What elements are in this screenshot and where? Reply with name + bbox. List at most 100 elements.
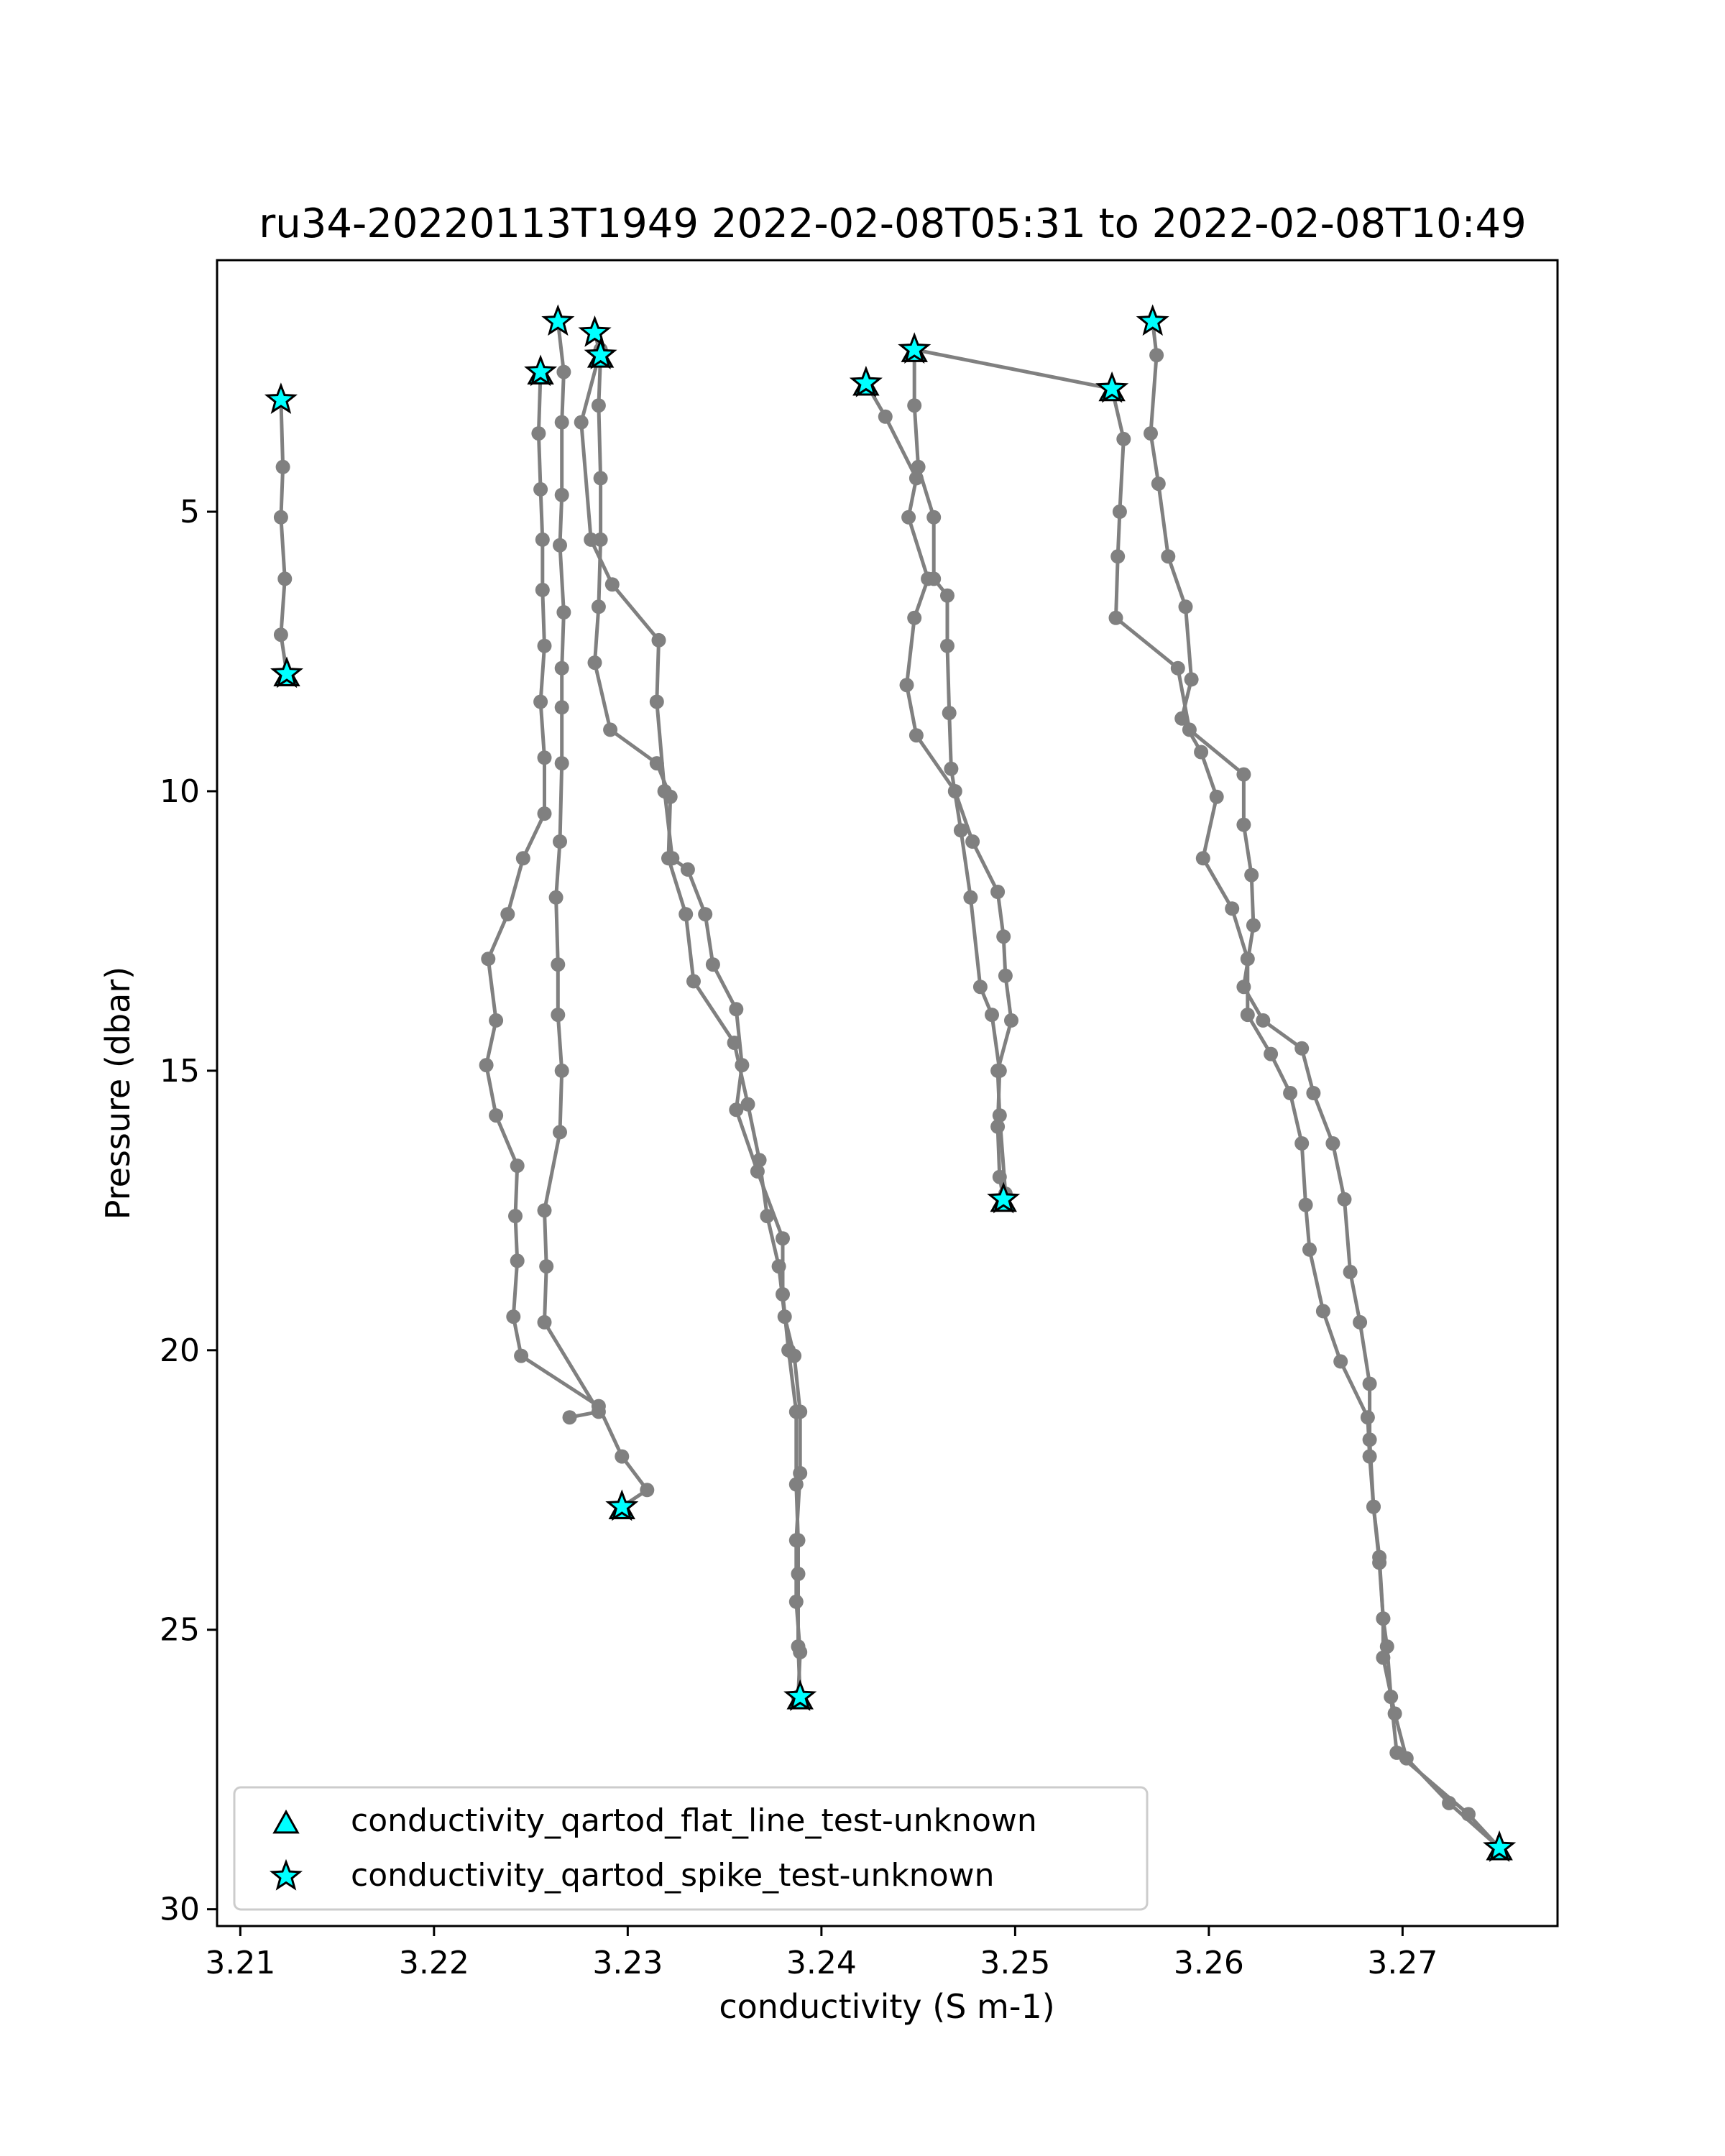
data-point bbox=[1244, 867, 1259, 883]
data-point bbox=[729, 1002, 744, 1017]
data-point bbox=[678, 907, 694, 922]
data-point bbox=[537, 1203, 552, 1218]
data-point bbox=[1294, 1136, 1310, 1151]
x-tick-label: 3.23 bbox=[592, 1945, 663, 1981]
data-point bbox=[686, 974, 701, 989]
x-tick-label: 3.22 bbox=[399, 1945, 469, 1981]
data-point bbox=[1325, 1136, 1340, 1151]
data-point bbox=[781, 1342, 796, 1358]
x-tick-label: 3.26 bbox=[1174, 1945, 1244, 1981]
data-point bbox=[698, 907, 713, 922]
data-point bbox=[965, 834, 980, 849]
legend-star-icon bbox=[269, 1858, 303, 1891]
data-point bbox=[651, 632, 666, 648]
data-point bbox=[553, 834, 567, 849]
data-point bbox=[788, 1404, 804, 1419]
data-point bbox=[506, 1309, 521, 1325]
data-point bbox=[1108, 610, 1123, 625]
data-point bbox=[776, 1287, 790, 1302]
data-point bbox=[940, 588, 954, 603]
data-point bbox=[554, 415, 569, 430]
data-point bbox=[878, 409, 893, 424]
data-point bbox=[911, 459, 926, 474]
data-point bbox=[1116, 431, 1131, 446]
y-axis: 5 10 15 20 25 30 bbox=[160, 494, 217, 1928]
data-point bbox=[554, 660, 569, 676]
data-point bbox=[500, 907, 515, 922]
data-point bbox=[990, 1119, 1006, 1134]
data-point bbox=[901, 510, 916, 525]
data-point bbox=[990, 885, 1006, 899]
spike-marker bbox=[524, 354, 558, 387]
spike-marker bbox=[1095, 371, 1129, 403]
legend: conductivity_qartod_flat_line_test-unkno… bbox=[233, 1786, 1149, 1911]
data-point bbox=[985, 1008, 999, 1023]
data-point bbox=[776, 1231, 790, 1246]
data-point bbox=[551, 1008, 566, 1023]
data-point bbox=[1149, 348, 1164, 363]
data-point bbox=[750, 1164, 765, 1179]
x-tick-label: 3.25 bbox=[980, 1945, 1050, 1981]
data-point bbox=[1246, 918, 1261, 933]
y-axis-label: Pressure (dbar) bbox=[98, 967, 137, 1220]
data-point bbox=[907, 610, 922, 625]
spike-marker bbox=[849, 365, 883, 397]
data-point bbox=[1315, 1304, 1330, 1319]
profile-line-5 bbox=[579, 349, 802, 1697]
profile-line-2 bbox=[484, 372, 649, 1508]
data-point bbox=[926, 571, 942, 586]
data-point bbox=[591, 398, 606, 413]
data-point bbox=[1174, 711, 1190, 726]
data-point bbox=[1004, 1013, 1018, 1028]
data-point bbox=[735, 1058, 750, 1073]
data-point bbox=[603, 722, 618, 737]
data-point bbox=[273, 510, 288, 525]
data-point bbox=[591, 1404, 606, 1419]
spike-marker bbox=[264, 382, 298, 415]
data-point bbox=[554, 700, 569, 715]
data-point bbox=[940, 638, 954, 653]
x-tick-label: 3.21 bbox=[205, 1945, 275, 1981]
spike-marker bbox=[783, 1679, 817, 1711]
profiles-layer bbox=[273, 314, 1507, 1856]
data-point bbox=[548, 890, 564, 905]
data-point bbox=[1256, 1013, 1271, 1028]
data-point bbox=[537, 750, 552, 765]
data-point bbox=[481, 952, 496, 967]
data-point bbox=[908, 728, 924, 743]
data-point bbox=[515, 851, 530, 866]
spike-marker bbox=[270, 656, 304, 688]
data-point bbox=[537, 806, 552, 821]
data-point bbox=[953, 823, 968, 838]
legend-label-flat-line: conductivity_qartod_flat_line_test-unkno… bbox=[351, 1802, 1037, 1839]
x-tick-label: 3.27 bbox=[1367, 1945, 1438, 1981]
data-point bbox=[998, 968, 1013, 983]
data-point bbox=[788, 1477, 804, 1492]
data-point bbox=[729, 1102, 744, 1118]
data-point bbox=[1343, 1264, 1358, 1279]
data-point bbox=[587, 655, 602, 671]
x-axis: 3.21 3.22 3.23 3.24 3.25 3.26 3.27 bbox=[205, 1926, 1438, 1981]
data-point bbox=[1209, 789, 1224, 804]
chart-title: ru34-20220113T1949 2022-02-08T05:31 to 2… bbox=[259, 201, 1526, 247]
data-point bbox=[760, 1209, 775, 1224]
profile-line-4 bbox=[593, 332, 802, 1697]
data-point bbox=[1333, 1354, 1348, 1369]
data-point bbox=[275, 459, 290, 474]
data-point bbox=[554, 1063, 569, 1078]
legend-label-spike: conductivity_qartod_spike_test-unknown bbox=[351, 1857, 995, 1894]
data-point bbox=[556, 605, 571, 619]
data-point bbox=[533, 694, 548, 709]
data-point bbox=[1337, 1192, 1352, 1207]
data-point bbox=[539, 1259, 554, 1274]
data-point bbox=[1236, 767, 1251, 782]
data-point bbox=[535, 532, 550, 547]
data-point bbox=[992, 1169, 1007, 1184]
spike-marker bbox=[584, 337, 617, 369]
data-point bbox=[551, 957, 566, 972]
profile-line-7 bbox=[912, 349, 1006, 1200]
profile-line-9 bbox=[1149, 321, 1501, 1849]
spike-marker bbox=[578, 315, 612, 347]
data-point bbox=[273, 627, 288, 642]
